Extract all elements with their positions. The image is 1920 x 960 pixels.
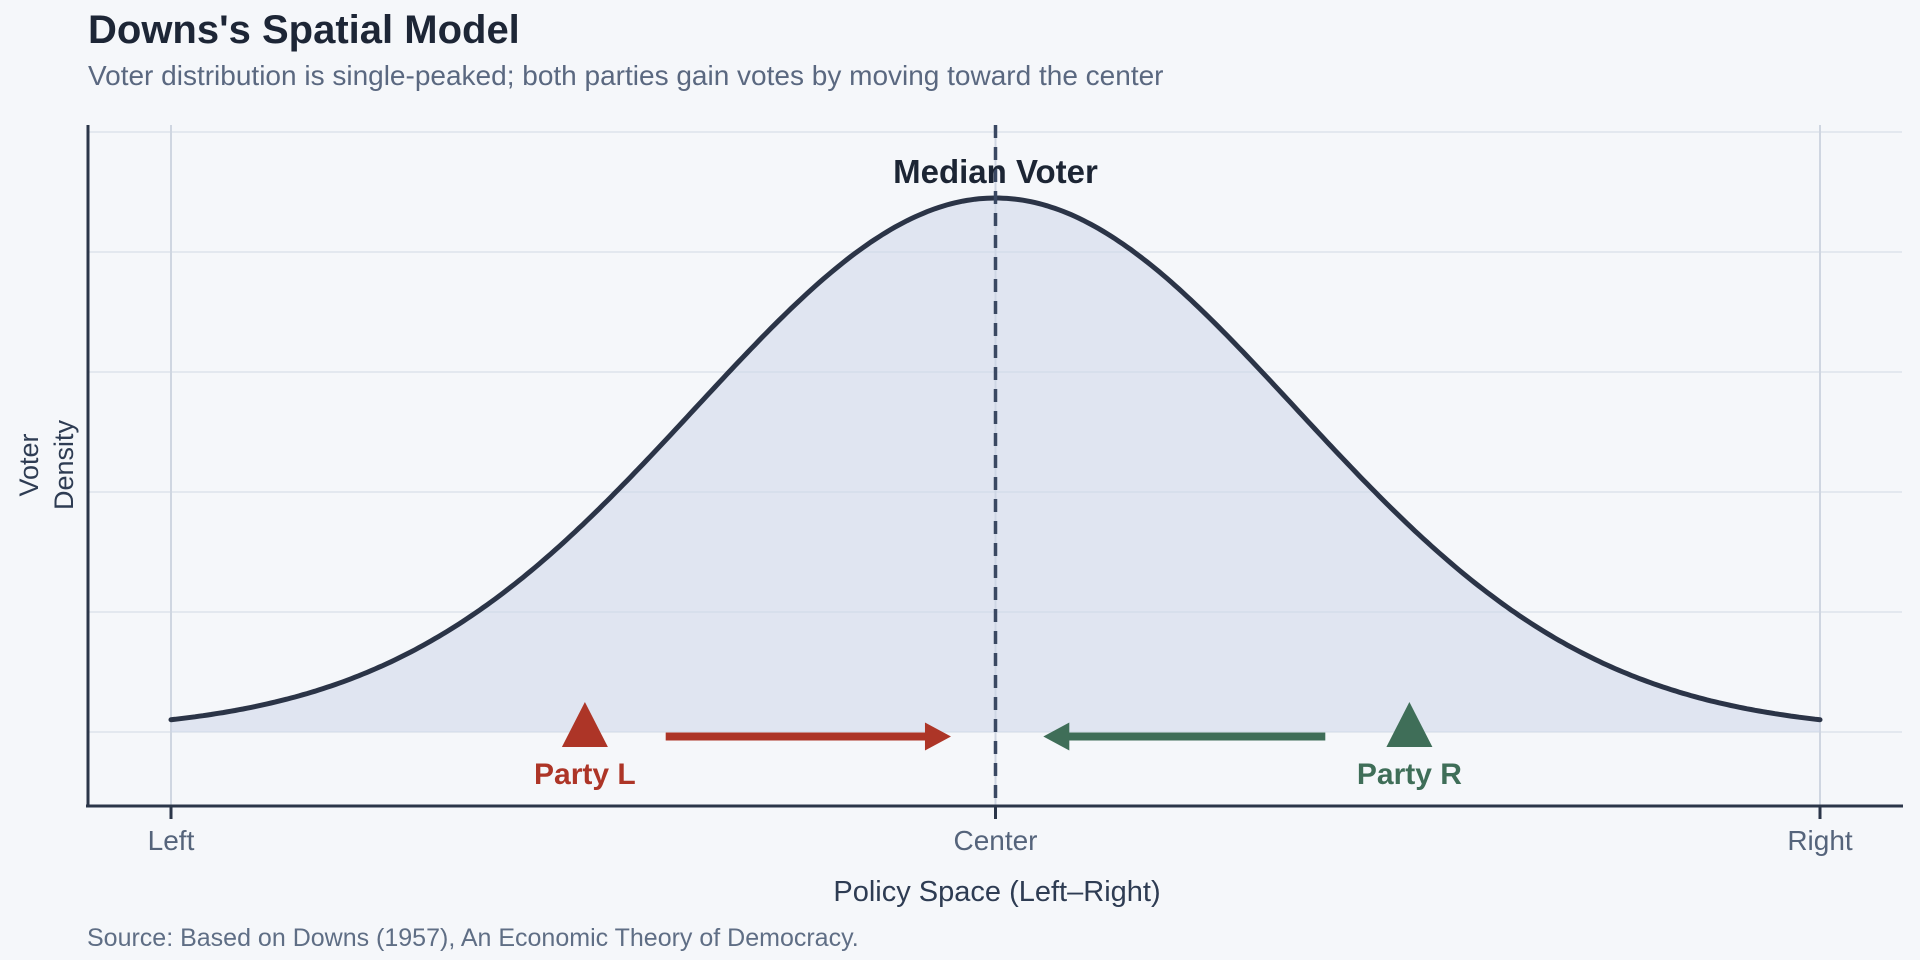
party-r-marker: Party R — [1043, 702, 1462, 791]
party-l-triangle-icon — [561, 702, 608, 747]
y-axis-title-line2: Density — [49, 419, 79, 510]
x-tick-label-center: Center — [953, 825, 1037, 856]
party-r-label: Party R — [1357, 758, 1462, 791]
party-l-label: Party L — [534, 758, 636, 791]
x-tick-label-right: Right — [1787, 825, 1853, 856]
party-r-triangle-icon — [1386, 702, 1433, 747]
median-voter-label: Median Voter — [893, 153, 1098, 190]
x-tick-marks — [169, 806, 1822, 819]
chart-subtitle: Voter distribution is single-peaked; bot… — [88, 60, 1164, 91]
x-tick-label-left: Left — [148, 825, 195, 856]
party-r-arrowhead-icon — [1043, 722, 1070, 751]
source-note: Source: Based on Downs (1957), An Econom… — [87, 924, 859, 952]
x-axis-title: Policy Space (Left–Right) — [833, 876, 1160, 908]
party-l-marker: Party L — [534, 702, 951, 791]
party-l-arrowhead-icon — [924, 722, 951, 751]
y-axis-title-line1: Voter — [14, 433, 44, 496]
chart-title: Downs's Spatial Model — [88, 8, 520, 52]
